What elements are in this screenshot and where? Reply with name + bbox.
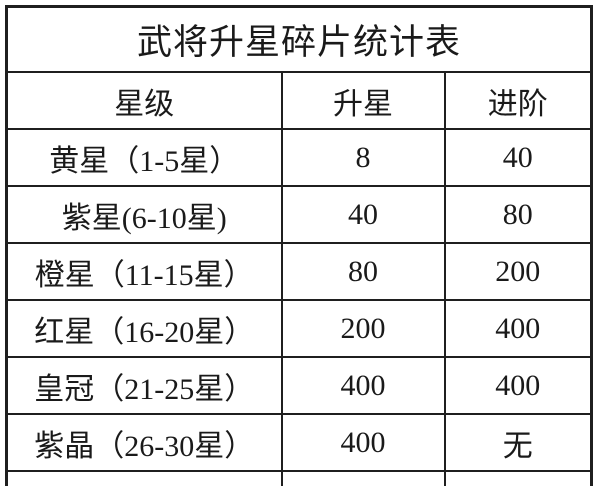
star-level-cell: 红星（16-20星） bbox=[5, 299, 283, 358]
table-row: 橙星（11-15星） 80 200 bbox=[5, 242, 593, 301]
star-level-cell: 紫晶（26-30星） bbox=[5, 413, 283, 472]
advance-cell: 无 bbox=[443, 413, 593, 472]
table-row: 紫晶（26-30星） 400 无 bbox=[5, 413, 593, 472]
star-up-cell: 400 bbox=[280, 413, 446, 472]
star-level-cell: 紫星(6-10星) bbox=[5, 185, 283, 244]
star-up-cell: 80 bbox=[280, 242, 446, 301]
empty-cell bbox=[443, 470, 593, 486]
column-header: 星级 bbox=[5, 71, 283, 130]
star-level-cell: 皇冠（21-25星） bbox=[5, 356, 283, 415]
table-row: 皇冠（21-25星） 400 400 bbox=[5, 356, 593, 415]
table-row: 黄星（1-5星） 8 40 bbox=[5, 128, 593, 187]
empty-cell bbox=[280, 470, 446, 486]
table-row: 红星（16-20星） 200 400 bbox=[5, 299, 593, 358]
advance-cell: 80 bbox=[443, 185, 593, 244]
table-title: 武将升星碎片统计表 bbox=[5, 5, 593, 73]
empty-cell bbox=[5, 470, 283, 486]
star-up-cell: 400 bbox=[280, 356, 446, 415]
partial-cutoff-row bbox=[5, 470, 593, 486]
advance-cell: 400 bbox=[443, 356, 593, 415]
column-header: 升星 bbox=[280, 71, 446, 130]
star-up-cell: 200 bbox=[280, 299, 446, 358]
advance-cell: 40 bbox=[443, 128, 593, 187]
advance-cell: 400 bbox=[443, 299, 593, 358]
title-row: 武将升星碎片统计表 bbox=[5, 5, 593, 73]
star-level-cell: 橙星（11-15星） bbox=[5, 242, 283, 301]
fragment-stats-table: 武将升星碎片统计表 星级 升星 进阶 黄星（1-5星） 8 40 紫星(6-10星) 40 8… bbox=[5, 5, 594, 486]
star-up-cell: 8 bbox=[280, 128, 446, 187]
header-row: 星级 升星 进阶 bbox=[5, 71, 593, 130]
table-row: 紫星(6-10星) 40 80 bbox=[5, 185, 593, 244]
star-level-cell: 黄星（1-5星） bbox=[5, 128, 283, 187]
column-header: 进阶 bbox=[443, 71, 593, 130]
advance-cell: 200 bbox=[443, 242, 593, 301]
star-up-cell: 40 bbox=[280, 185, 446, 244]
